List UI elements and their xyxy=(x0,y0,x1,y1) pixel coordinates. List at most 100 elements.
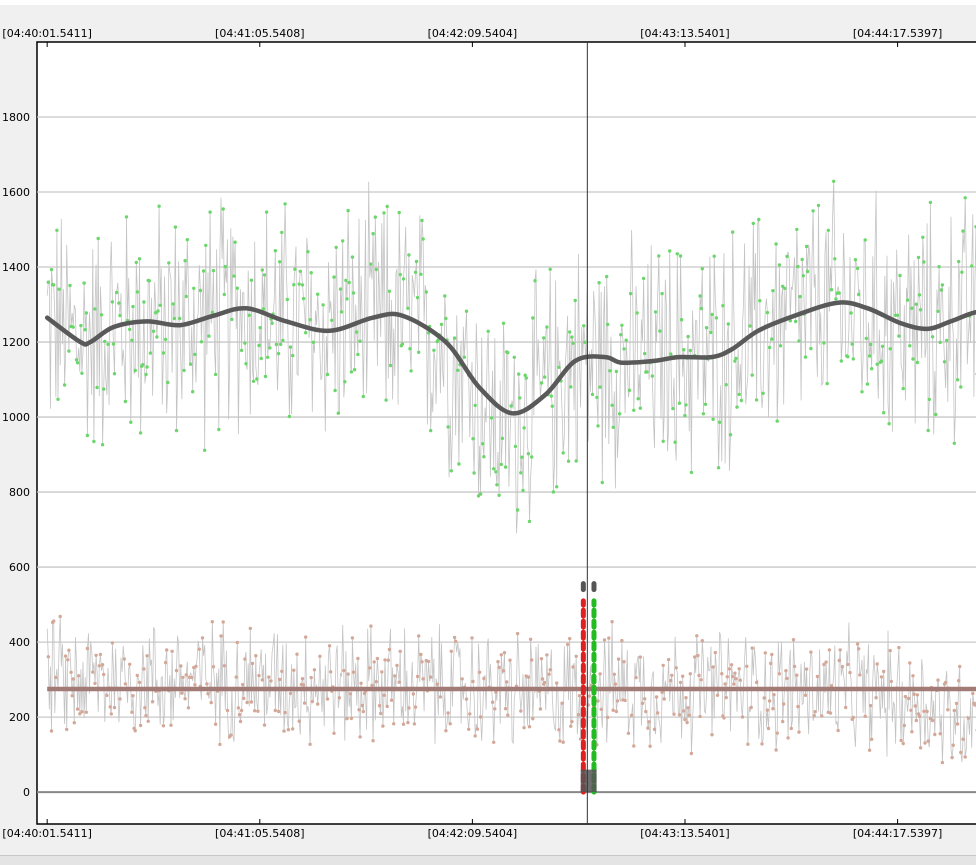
series-b-point xyxy=(401,722,406,726)
series-b-point xyxy=(682,709,686,713)
series-b-point xyxy=(379,711,383,716)
series-b-point xyxy=(914,718,918,723)
series-a-point xyxy=(960,270,964,274)
series-a-point xyxy=(373,215,377,219)
series-b-point xyxy=(936,678,940,682)
series-a-point xyxy=(748,324,752,328)
series-b-point xyxy=(912,692,916,696)
series-a-point xyxy=(346,208,350,213)
series-a-point xyxy=(809,346,813,351)
series-b-point xyxy=(150,700,155,704)
series-b-point xyxy=(615,699,620,703)
series-a-point xyxy=(783,286,787,291)
series-b-point xyxy=(249,700,254,704)
series-b-point xyxy=(419,652,423,657)
series-b-point xyxy=(902,723,906,728)
series-b-point xyxy=(610,620,614,624)
series-b-point xyxy=(174,668,179,673)
series-b-point xyxy=(219,634,223,638)
series-a-point xyxy=(731,230,735,234)
series-a-point xyxy=(590,392,595,397)
series-b-point xyxy=(915,693,920,697)
series-b-point xyxy=(522,726,526,730)
selection-markers[interactable] xyxy=(580,577,597,795)
series-a-point xyxy=(333,388,337,393)
series-b-point xyxy=(870,737,874,741)
series-a-point xyxy=(495,483,499,487)
series-a-point xyxy=(398,272,402,277)
series-b-point xyxy=(477,670,482,674)
series-a-point xyxy=(183,259,187,263)
series-b-point xyxy=(200,636,205,640)
series-a-point xyxy=(678,254,683,258)
series-b-point xyxy=(452,635,457,640)
series-b-point xyxy=(186,706,191,710)
series-b-point xyxy=(110,641,115,645)
series-a-point xyxy=(352,368,357,372)
series-a-point xyxy=(501,321,506,325)
series-b-point xyxy=(493,707,497,711)
series-b-point xyxy=(695,634,699,638)
series-b-point xyxy=(577,694,582,698)
series-b-point xyxy=(49,729,54,733)
series-a-point xyxy=(521,488,525,493)
series-a-point xyxy=(618,412,622,416)
series-a-point xyxy=(155,335,159,339)
series-b-point xyxy=(959,750,963,755)
series-b-point xyxy=(209,700,213,705)
series-a-point xyxy=(300,283,305,287)
series-a-point xyxy=(636,397,640,401)
series-a-point xyxy=(905,298,910,302)
series-b-point xyxy=(297,719,301,723)
series-a-point xyxy=(358,339,362,343)
series-a-point xyxy=(774,242,778,246)
series-a-point xyxy=(751,221,755,226)
series-a-point xyxy=(325,372,330,377)
series-b-point xyxy=(713,650,717,655)
series-a-point xyxy=(882,411,886,415)
series-b-point xyxy=(727,667,732,671)
series-a-point xyxy=(260,268,264,272)
series-b-point xyxy=(674,666,678,670)
series-a-point xyxy=(627,388,632,392)
series-b-point xyxy=(221,620,225,624)
series-a-point xyxy=(714,316,719,320)
x-tick-label-bottom: [04:44:17.5397] xyxy=(853,827,942,840)
series-b-point xyxy=(308,742,312,746)
y-tick-label: 600 xyxy=(9,561,30,574)
series-a-point xyxy=(387,289,392,293)
series-a-point xyxy=(940,283,945,287)
series-a-point xyxy=(761,391,765,395)
series-a-point xyxy=(860,390,864,394)
series-a-point xyxy=(927,397,931,402)
series-a-point xyxy=(232,274,236,278)
series-b-point xyxy=(109,712,114,716)
series-b-point xyxy=(738,678,742,682)
series-a-point xyxy=(292,283,296,287)
series-b-point xyxy=(672,712,676,716)
series-a-point xyxy=(316,292,320,296)
series-a-point xyxy=(570,335,574,339)
series-b-point xyxy=(406,720,410,725)
series-b-point xyxy=(371,739,375,743)
series-b-point xyxy=(587,694,591,698)
series-b-point xyxy=(907,696,911,701)
series-a-point xyxy=(92,439,96,444)
series-b-point xyxy=(411,692,415,696)
series-a-point xyxy=(683,413,687,418)
series-a-point xyxy=(478,492,483,496)
series-a-point xyxy=(67,349,71,353)
series-a-point xyxy=(673,440,677,444)
series-b-point xyxy=(770,652,774,657)
series-a-point xyxy=(84,311,89,315)
series-b-point xyxy=(548,668,552,672)
series-b-point xyxy=(732,682,736,686)
series-a-point xyxy=(297,282,301,286)
series-b-point xyxy=(670,673,674,677)
series-b-point xyxy=(413,705,418,709)
series-b-point xyxy=(342,668,346,673)
smooth-curves xyxy=(44,300,976,692)
series-a-point xyxy=(413,270,418,274)
series-a-point xyxy=(657,254,661,258)
